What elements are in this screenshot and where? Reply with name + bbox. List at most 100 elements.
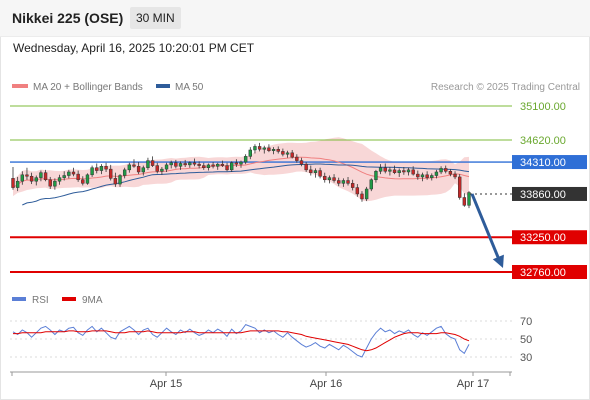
- candle-body: [355, 187, 360, 195]
- candle-body: [299, 160, 304, 165]
- candle-body: [341, 180, 346, 184]
- rsi-9ma-line: [13, 330, 470, 352]
- candle-body: [20, 174, 24, 182]
- candle-body: [458, 176, 462, 198]
- candle-body: [178, 163, 183, 167]
- candle-body: [71, 171, 76, 175]
- candle-body: [99, 166, 104, 171]
- candle-body: [164, 164, 169, 170]
- candle-body: [220, 163, 225, 166]
- candle-body: [304, 163, 308, 171]
- candle-body: [230, 162, 234, 171]
- candle-body: [122, 169, 127, 176]
- candle-body: [388, 169, 392, 172]
- candle-body: [406, 169, 411, 173]
- rsi-legend-label: RSI: [32, 295, 49, 306]
- candle-body: [25, 174, 29, 177]
- candle-body: [95, 167, 99, 171]
- time-axis-label: Apr 17: [457, 378, 489, 390]
- candle-body: [290, 152, 294, 158]
- candle-body: [467, 192, 471, 206]
- candle-body: [318, 170, 322, 177]
- candle-body: [397, 170, 401, 173]
- bollinger-bands: [13, 137, 469, 202]
- candle-body: [225, 165, 229, 171]
- candle-body: [327, 177, 332, 181]
- candle-body: [425, 174, 429, 178]
- candle-body: [378, 167, 383, 172]
- candle-body: [285, 152, 290, 155]
- copyright-credit: Research © 2025 Trading Central: [431, 82, 580, 93]
- time-axis: Apr 15 Apr 16 Apr 17: [11, 372, 511, 390]
- candle-body: [374, 171, 378, 181]
- candle-body: [253, 146, 257, 151]
- candle-body: [67, 171, 71, 176]
- candle-body: [48, 179, 52, 187]
- candle-body: [411, 169, 415, 175]
- candle-body: [383, 167, 387, 172]
- price-levels: [10, 105, 512, 273]
- candle-body: [281, 151, 285, 155]
- candle-body: [53, 180, 57, 187]
- candle-body: [150, 160, 155, 166]
- candle-body: [350, 183, 355, 188]
- candle-body: [160, 168, 164, 172]
- candle-body: [448, 171, 453, 175]
- candle-body: [323, 175, 327, 181]
- level-label-box-last: [512, 186, 587, 201]
- candle-body: [109, 168, 113, 179]
- time-axis-label: Apr 15: [150, 378, 182, 390]
- candle-body: [434, 171, 439, 176]
- candle-body: [257, 146, 262, 150]
- ma20-legend-swatch: [12, 84, 28, 88]
- level-label-support: 33250.00: [520, 232, 566, 244]
- candle-body: [271, 149, 276, 151]
- ma20-legend-label: MA 20 + Bollinger Bands: [33, 82, 143, 93]
- level-label-resistance: 35100.00: [520, 101, 566, 113]
- candle-body: [276, 149, 280, 152]
- candle-body: [11, 178, 15, 188]
- candle-body: [430, 175, 434, 178]
- candle-body: [416, 173, 420, 178]
- candle-body: [360, 193, 364, 200]
- candle-body: [332, 177, 336, 181]
- candle-body: [141, 167, 145, 173]
- candle-body: [192, 162, 197, 165]
- level-labels: 35100.00 34620.00 34310.00 33860.00 33250.00…: [512, 101, 587, 279]
- candle-body: [248, 149, 252, 157]
- candle-body: [39, 172, 43, 178]
- level-label-box-support: [512, 230, 587, 245]
- candle-body: [337, 180, 341, 184]
- candle-body: [444, 168, 448, 172]
- candle-body: [57, 177, 62, 182]
- rsi-line: [12, 323, 470, 358]
- candle-body: [62, 175, 66, 178]
- rsi-tick-label: 30: [520, 352, 532, 364]
- candle-body: [309, 169, 313, 173]
- candle-body: [43, 172, 48, 181]
- candle-body: [183, 163, 187, 166]
- time-axis-label: Apr 16: [310, 378, 342, 390]
- candle-body: [462, 197, 467, 206]
- candle-body: [243, 156, 248, 163]
- candle-body: [85, 174, 90, 184]
- candle-body: [392, 169, 397, 173]
- candle-body: [155, 165, 159, 172]
- ma50-legend-swatch: [156, 84, 170, 88]
- candlesticks: [11, 142, 471, 209]
- projection-arrow-shaft: [470, 193, 502, 263]
- timeframe-button[interactable]: 30 MIN: [130, 7, 181, 29]
- candle-body: [118, 175, 122, 185]
- level-label-last: 33860.00: [520, 189, 566, 201]
- candle-body: [267, 147, 271, 151]
- candle-body: [346, 180, 350, 184]
- candle-body: [364, 188, 369, 200]
- level-label-support: 32760.00: [520, 267, 566, 279]
- candle-body: [420, 174, 425, 178]
- candle-body: [439, 168, 443, 173]
- candle-body: [202, 165, 206, 168]
- candle-body: [113, 178, 118, 185]
- rsi-legend-swatch: [12, 297, 26, 301]
- candle-body: [453, 173, 457, 178]
- candle-body: [295, 156, 299, 161]
